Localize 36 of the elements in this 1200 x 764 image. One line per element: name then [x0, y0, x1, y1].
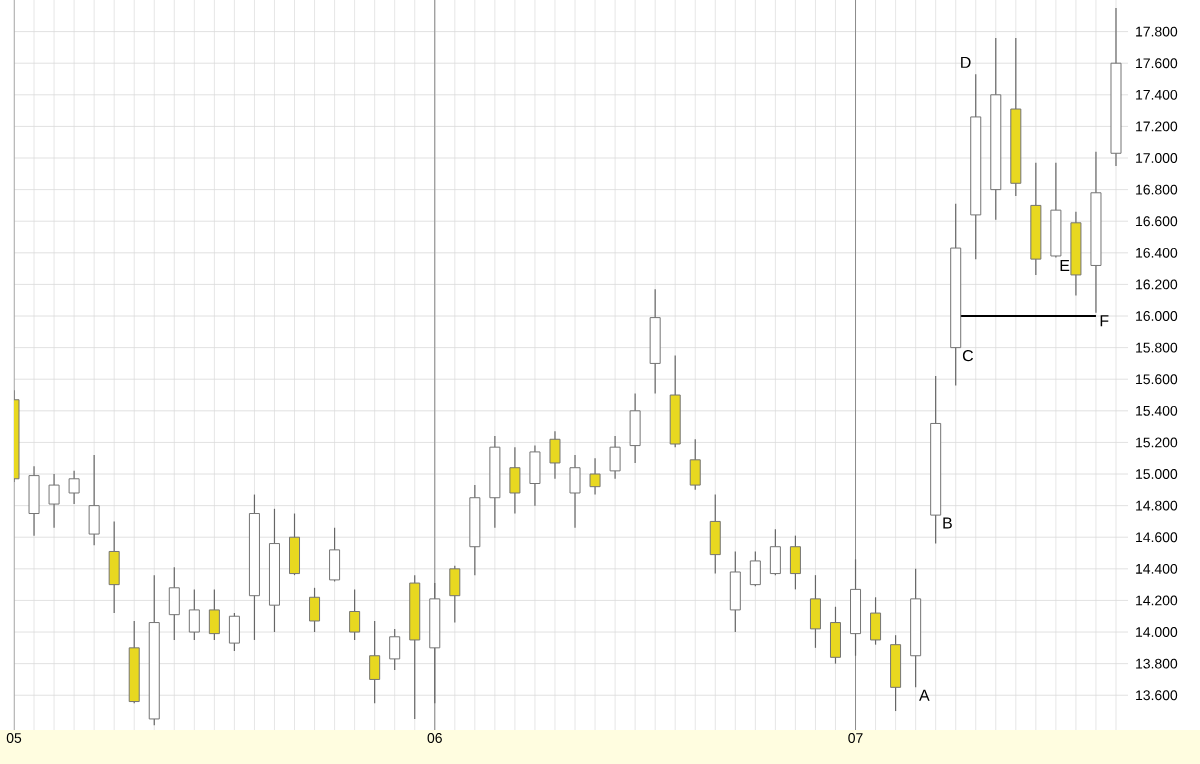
candlestick — [188, 588, 200, 641]
candlestick — [769, 528, 781, 576]
candlestick — [569, 454, 581, 529]
candlestick — [389, 628, 401, 671]
candlestick — [68, 470, 80, 505]
candlestick — [709, 493, 721, 575]
candlestick — [809, 574, 821, 649]
candlestick — [589, 457, 601, 496]
candlestick — [349, 588, 361, 641]
candlestick — [629, 392, 641, 464]
candlestick — [289, 512, 301, 576]
candlestick — [549, 430, 561, 480]
candlestick — [228, 612, 240, 652]
candlestick — [789, 535, 801, 590]
candlestick — [729, 550, 741, 633]
candlestick — [649, 288, 661, 395]
candlestick — [870, 596, 882, 646]
candlestick — [309, 587, 321, 633]
candlestick — [449, 565, 461, 624]
candlestick — [329, 527, 341, 583]
candlestick — [529, 444, 541, 507]
candlestick — [208, 588, 220, 641]
candlestick — [1050, 162, 1062, 259]
candlestick — [850, 558, 862, 657]
candlestick — [509, 446, 521, 515]
candlestick — [749, 550, 761, 587]
candlestick — [609, 435, 621, 480]
candlestick — [689, 438, 701, 491]
candlestick — [88, 454, 100, 546]
candlestick — [48, 473, 60, 529]
candlestick — [28, 465, 40, 537]
candlestick — [108, 520, 120, 614]
candlestick — [890, 634, 902, 712]
candlestick — [369, 620, 381, 704]
candlestick — [168, 566, 180, 641]
candlestick — [829, 606, 841, 665]
